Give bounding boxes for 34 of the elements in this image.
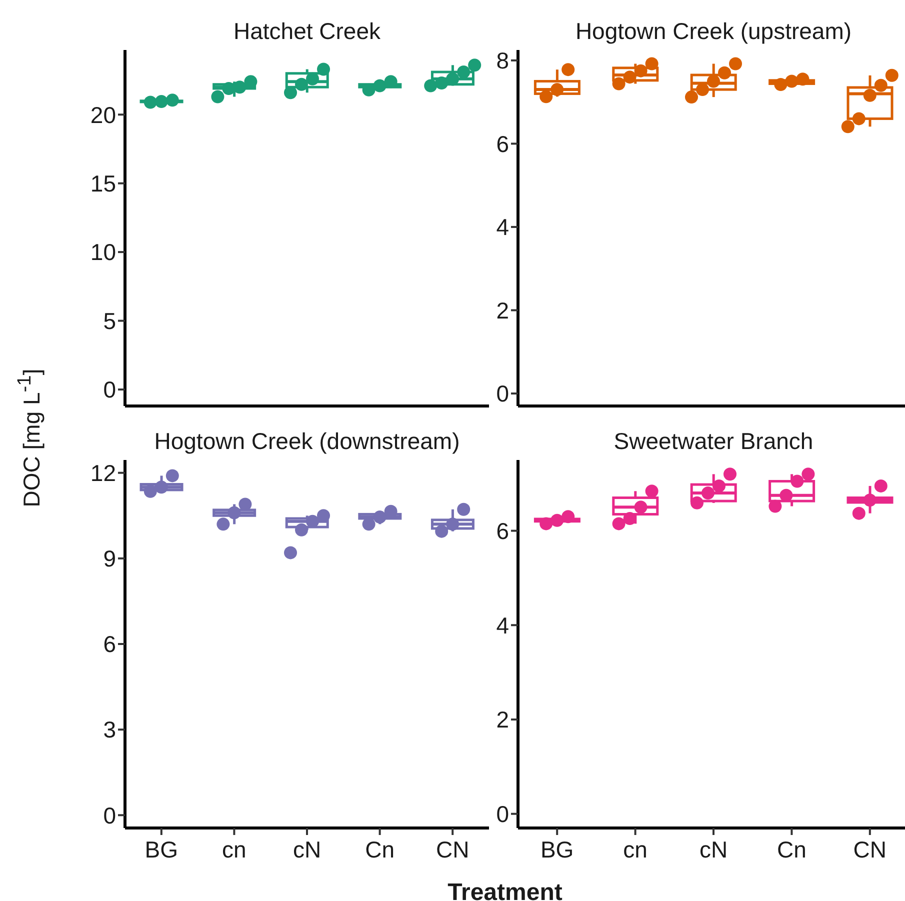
chart-title: Hogtown Creek (downstream) — [153, 428, 461, 455]
x-tick-label: cN — [699, 836, 728, 862]
y-tick-label: 8 — [496, 48, 509, 74]
y-tick-label: 6 — [103, 631, 116, 658]
x-tick-label: cn — [222, 836, 246, 862]
x-tick-label: BG — [144, 836, 178, 862]
y-tick-label: 9 — [103, 546, 116, 572]
y-tick-label: 0 — [103, 376, 116, 403]
y-tick-label: 0 — [496, 801, 509, 828]
x-tick-label: CN — [436, 836, 470, 862]
y-tick-label: 2 — [496, 706, 509, 733]
x-tick-label: Cn — [776, 836, 806, 862]
y-tick-label: 6 — [496, 518, 509, 544]
y-tick-label: 20 — [90, 102, 116, 128]
x-tick-label: cn — [623, 836, 648, 862]
x-tick-label: Cn — [365, 836, 395, 862]
x-tick-label: cN — [292, 836, 322, 862]
y-tick-label: 10 — [90, 239, 116, 266]
chart-title: Sweetwater Branch — [612, 428, 814, 455]
y-tick-label: 0 — [103, 802, 116, 828]
x-tick-label: BG — [540, 836, 574, 862]
y-tick-label: 5 — [103, 308, 116, 334]
x-tick-label: CN — [853, 836, 887, 862]
y-tick-label: 6 — [496, 130, 509, 157]
x-axis-title: Treatment — [448, 879, 562, 901]
chart-title: Hogtown Creek (upstream) — [574, 18, 853, 45]
chart-title: Hatchet Creek — [232, 18, 382, 45]
y-tick-label: 4 — [496, 214, 510, 240]
y-tick-label: 4 — [496, 612, 510, 638]
y-tick-label: 2 — [496, 297, 509, 324]
y-tick-label: 3 — [103, 716, 116, 743]
y-tick-label: 12 — [90, 460, 116, 486]
y-tick-label: 15 — [90, 170, 116, 196]
y-tick-label: 0 — [496, 380, 509, 407]
